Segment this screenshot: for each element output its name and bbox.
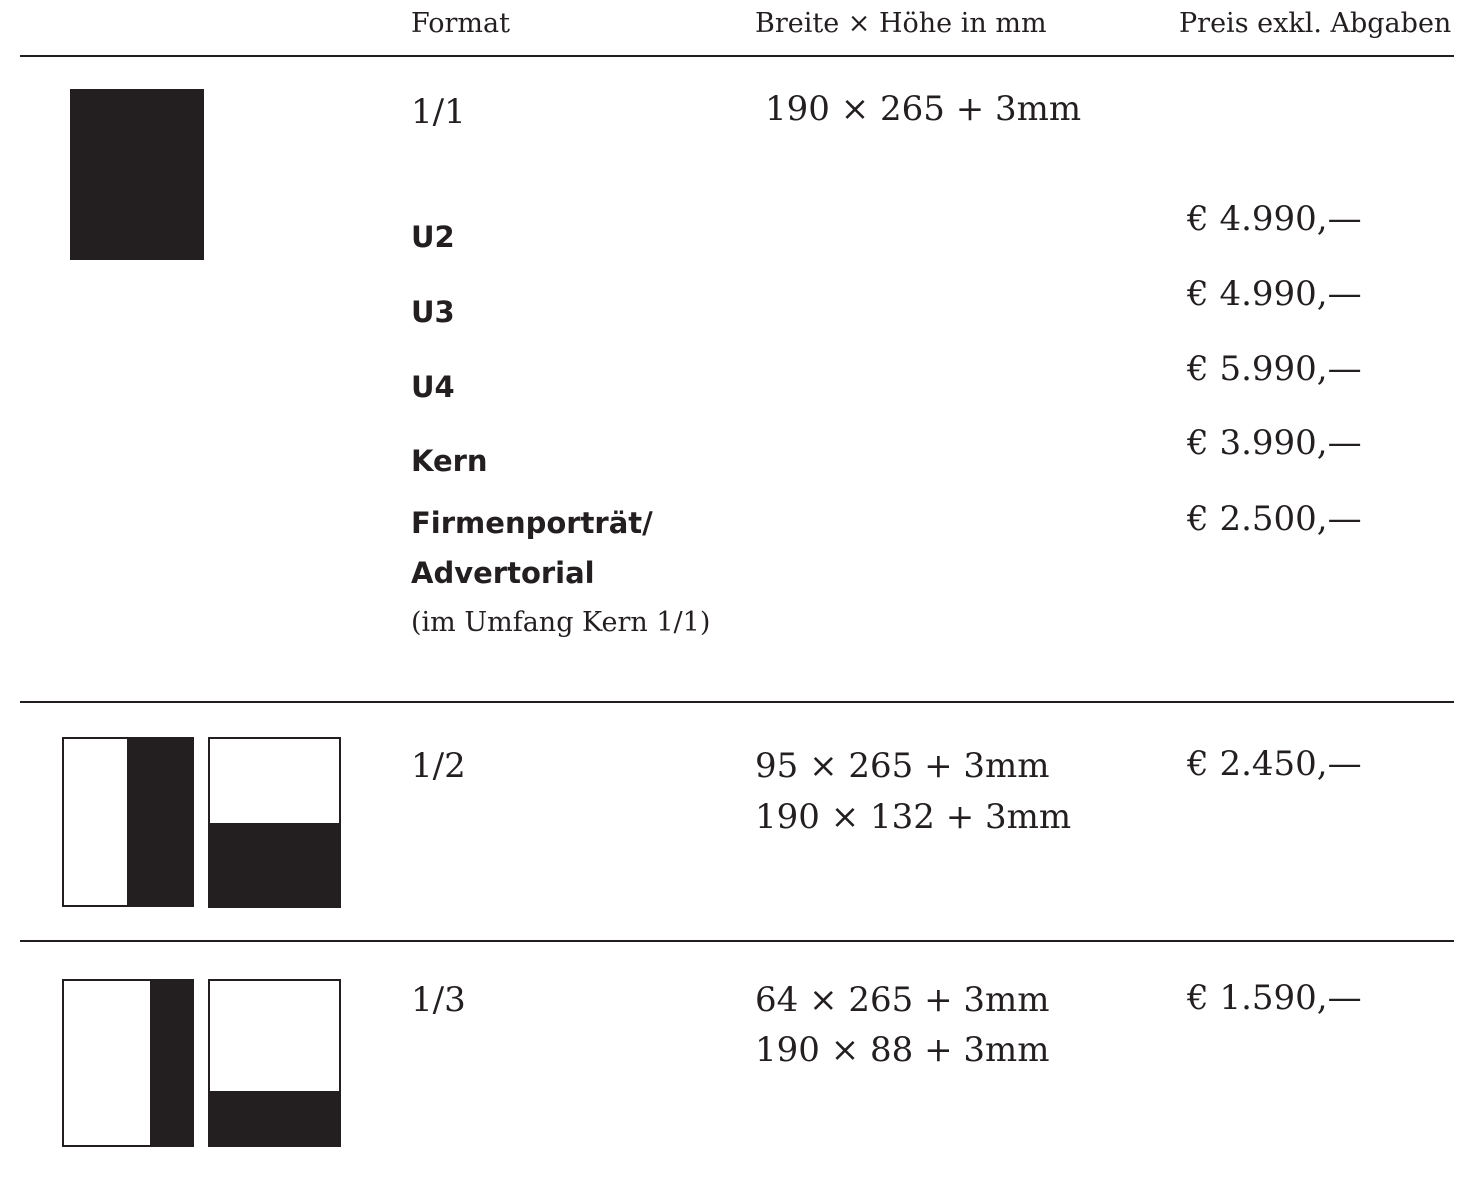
half-page-horizontal-icon bbox=[208, 737, 341, 908]
half-page-vertical-icon bbox=[62, 737, 194, 907]
column-header-price: Preis exkl. Abgaben bbox=[1179, 8, 1452, 39]
column-header-dimensions: Breite × Höhe in mm bbox=[755, 8, 1047, 39]
option-price-firmenportraet: € 2.500,— bbox=[1187, 499, 1362, 539]
row-divider bbox=[20, 940, 1454, 942]
dimensions-value: 190 × 88 + 3mm bbox=[755, 1030, 1050, 1070]
option-label-u3: U3 bbox=[411, 295, 455, 329]
price-value: € 1.590,— bbox=[1187, 978, 1362, 1018]
format-label: 1/2 bbox=[411, 746, 466, 786]
dimensions-value: 190 × 132 + 3mm bbox=[755, 797, 1072, 837]
option-price-u4: € 5.990,— bbox=[1187, 349, 1362, 389]
format-label: 1/3 bbox=[411, 980, 466, 1020]
third-page-horizontal-icon bbox=[208, 979, 341, 1147]
option-price-kern: € 3.990,— bbox=[1187, 423, 1362, 463]
option-note: (im Umfang Kern 1/1) bbox=[411, 607, 711, 638]
option-label-advertorial: Advertorial bbox=[411, 556, 595, 590]
option-label-u2: U2 bbox=[411, 220, 455, 254]
row-divider bbox=[20, 701, 1454, 703]
third-page-vertical-icon bbox=[62, 979, 194, 1147]
full-page-format-icon bbox=[70, 89, 204, 260]
header-divider bbox=[20, 55, 1454, 57]
option-label-firmenportraet: Firmenporträt/ bbox=[411, 506, 653, 540]
option-price-u2: € 4.990,— bbox=[1187, 199, 1362, 239]
dimensions-value: 190 × 265 + 3mm bbox=[765, 89, 1082, 129]
format-label: 1/1 bbox=[411, 92, 466, 132]
column-header-format: Format bbox=[411, 8, 510, 39]
option-label-u4: U4 bbox=[411, 370, 455, 404]
price-value: € 2.450,— bbox=[1187, 744, 1362, 784]
option-price-u3: € 4.990,— bbox=[1187, 274, 1362, 314]
dimensions-value: 95 × 265 + 3mm bbox=[755, 746, 1050, 786]
dimensions-value: 64 × 265 + 3mm bbox=[755, 980, 1050, 1020]
option-label-kern: Kern bbox=[411, 444, 488, 478]
